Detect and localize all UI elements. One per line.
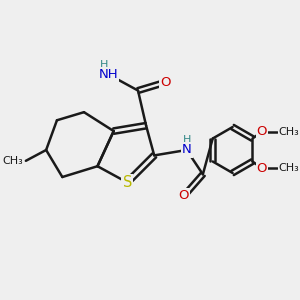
Text: CH₃: CH₃ bbox=[2, 156, 23, 166]
Text: CH₃: CH₃ bbox=[278, 163, 299, 173]
Text: H: H bbox=[100, 60, 108, 70]
Text: O: O bbox=[257, 125, 267, 138]
Text: CH₃: CH₃ bbox=[278, 127, 299, 137]
Text: NH: NH bbox=[98, 68, 118, 81]
Text: O: O bbox=[179, 189, 189, 203]
Text: O: O bbox=[257, 162, 267, 175]
Text: N: N bbox=[182, 143, 191, 157]
Text: S: S bbox=[122, 175, 132, 190]
Text: H: H bbox=[182, 135, 191, 145]
Text: O: O bbox=[160, 76, 170, 89]
